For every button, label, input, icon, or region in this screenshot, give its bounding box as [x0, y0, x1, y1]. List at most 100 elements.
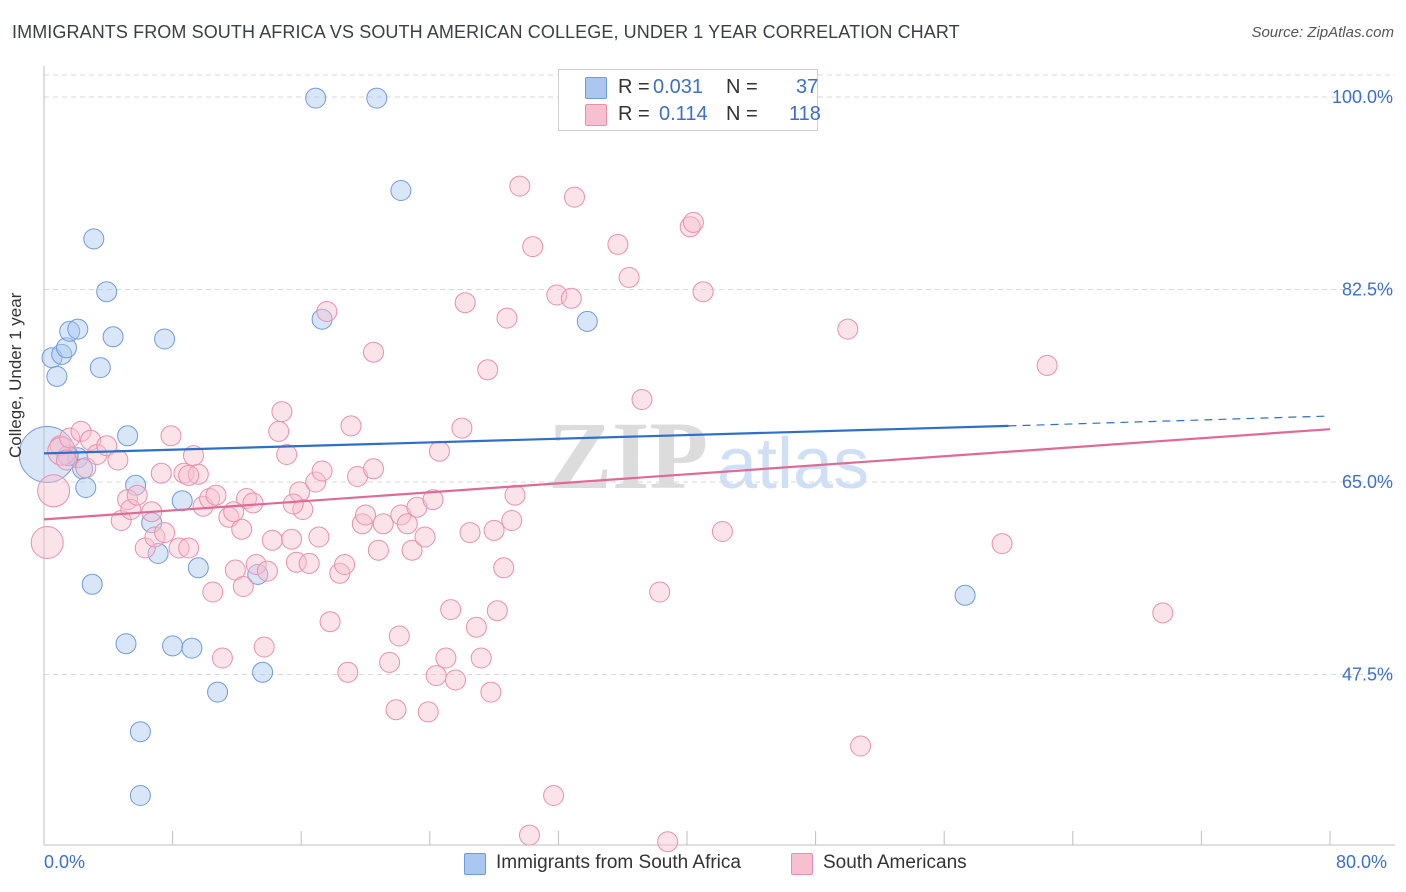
point-south-american — [231, 518, 253, 540]
point-south-american — [850, 735, 872, 757]
point-south-american — [37, 474, 71, 508]
point-south-american — [440, 599, 462, 621]
point-south-american — [351, 513, 373, 535]
point-south-africa — [390, 180, 412, 201]
point-south-american — [711, 521, 733, 542]
point-south-american — [451, 417, 473, 439]
point-south-american — [837, 318, 859, 340]
point-south-american — [340, 415, 362, 437]
point-south-american — [501, 510, 523, 531]
point-south-africa — [46, 365, 68, 387]
x-tick-label-min: 0.0% — [44, 852, 86, 872]
n-value: 37 — [796, 76, 819, 98]
y-axis-label: College, Under 1 year — [6, 292, 25, 458]
point-south-american — [271, 401, 293, 423]
point-south-american — [477, 359, 499, 381]
point-south-american — [385, 699, 407, 721]
point-south-africa — [147, 543, 169, 564]
point-south-africa — [181, 637, 203, 659]
point-south-american — [205, 484, 227, 506]
point-south-american — [422, 489, 444, 511]
point-south-american — [178, 464, 200, 486]
point-south-american — [308, 526, 330, 548]
y-tick-labels: 47.5% 65.0% 82.5% 100.0% — [1332, 87, 1393, 685]
point-south-american — [80, 429, 102, 451]
point-south-american — [256, 560, 278, 582]
point-south-american — [253, 636, 275, 658]
point-south-american — [30, 526, 64, 559]
point-south-africa — [67, 318, 89, 340]
point-south-american — [496, 307, 518, 329]
point-south-american — [337, 661, 359, 683]
legend-label: Immigrants from South Africa — [496, 852, 741, 873]
point-south-american — [150, 462, 172, 484]
point-south-american — [59, 427, 81, 449]
point-south-american — [470, 647, 492, 669]
r-value: 0.031 — [653, 76, 704, 98]
point-south-american — [367, 539, 389, 561]
r-value: 0.114 — [659, 103, 708, 125]
point-south-africa — [59, 320, 81, 342]
point-south-africa — [117, 425, 139, 447]
point-south-american — [316, 301, 338, 322]
point-south-american — [543, 785, 565, 806]
legend-swatch-blue — [585, 77, 607, 99]
point-south-american — [372, 513, 394, 535]
point-south-american — [268, 420, 290, 442]
point-south-africa — [115, 633, 137, 655]
y-tick-label: 65.0% — [1342, 472, 1393, 492]
point-south-american — [276, 444, 298, 465]
trend-line-south-americans — [43, 428, 1331, 521]
point-south-american — [388, 625, 410, 647]
n-label: N = — [726, 103, 758, 125]
point-south-american — [465, 616, 487, 638]
watermark-zip: ZIP — [548, 402, 708, 509]
point-south-american — [144, 526, 166, 548]
data-points — [18, 87, 1174, 853]
point-south-american — [154, 522, 176, 544]
trend-lines — [43, 415, 1331, 521]
point-south-american — [682, 211, 704, 233]
point-south-american — [493, 557, 515, 579]
point-south-american — [560, 287, 582, 309]
y-tick-label: 82.5% — [1342, 280, 1393, 300]
point-south-american — [519, 824, 540, 846]
point-south-american — [334, 554, 356, 575]
point-south-africa — [187, 557, 209, 579]
r-label: R = — [618, 76, 650, 98]
point-south-american — [522, 236, 544, 258]
point-south-american — [160, 425, 182, 447]
point-south-american — [261, 529, 283, 551]
point-south-africa — [129, 785, 151, 806]
point-south-american — [454, 292, 476, 314]
legend-swatch-blue — [464, 853, 486, 875]
point-south-american — [692, 281, 714, 303]
legend-swatch-pink — [791, 853, 813, 875]
point-south-africa — [56, 337, 77, 359]
point-south-american — [618, 266, 640, 288]
point-south-american — [232, 576, 254, 597]
point-south-american — [435, 647, 457, 669]
point-south-american — [396, 513, 418, 535]
n-value: 118 — [789, 103, 821, 125]
point-south-american — [242, 492, 264, 514]
point-south-africa — [129, 721, 151, 743]
point-south-american — [282, 493, 304, 515]
point-south-american — [1036, 354, 1058, 376]
point-south-africa — [102, 326, 124, 348]
point-south-american — [483, 519, 505, 541]
point-south-africa — [207, 681, 229, 703]
point-south-american — [311, 460, 333, 482]
source-label: Source: ZipAtlas.com — [1251, 24, 1394, 41]
point-south-american — [178, 537, 200, 559]
point-south-american — [363, 341, 384, 363]
point-south-africa — [162, 635, 184, 657]
point-south-africa — [75, 477, 97, 498]
legend-swatch-pink — [585, 104, 607, 126]
point-south-africa — [154, 328, 176, 350]
trend-line-south-africa — [43, 424, 1009, 455]
point-south-american — [504, 484, 526, 506]
point-south-american — [425, 665, 447, 687]
point-south-american — [991, 533, 1013, 555]
